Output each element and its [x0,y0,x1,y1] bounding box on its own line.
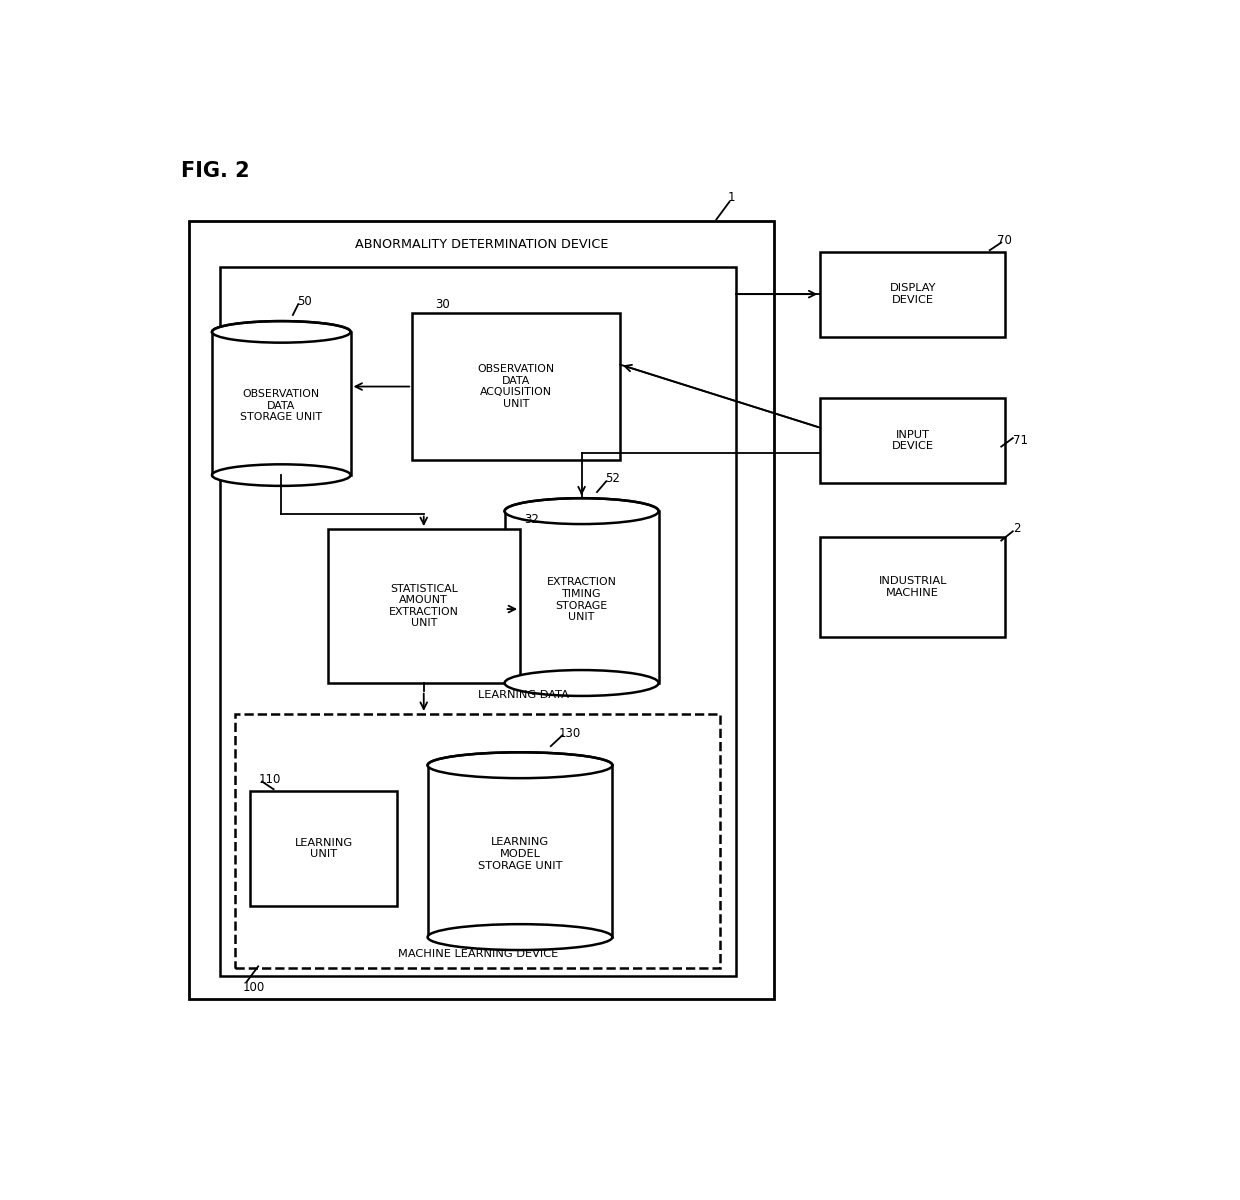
Bar [505,511,658,683]
Text: ABNORMALITY DETERMINATION DEVICE: ABNORMALITY DETERMINATION DEVICE [355,238,608,251]
Text: 30: 30 [435,298,450,311]
Bar [428,766,613,937]
Bar [236,714,720,968]
Text: DISPLAY
DEVICE: DISPLAY DEVICE [889,283,936,305]
Ellipse shape [212,464,351,486]
Bar [821,252,1006,336]
Bar [821,398,1006,482]
Text: OBSERVATION
DATA
STORAGE UNIT: OBSERVATION DATA STORAGE UNIT [241,389,322,422]
Text: INDUSTRIAL
MACHINE: INDUSTRIAL MACHINE [878,576,947,598]
Text: LEARNING
UNIT: LEARNING UNIT [295,838,352,859]
Ellipse shape [428,924,613,950]
Text: 100: 100 [243,980,265,994]
Ellipse shape [428,752,613,778]
Text: MACHINE LEARNING DEVICE: MACHINE LEARNING DEVICE [398,949,558,959]
Text: EXTRACTION
TIMING
STORAGE
UNIT: EXTRACTION TIMING STORAGE UNIT [547,577,616,623]
Text: INPUT
DEVICE: INPUT DEVICE [892,430,934,451]
Bar [327,529,520,683]
Bar [219,268,735,976]
Text: FIG. 2: FIG. 2 [181,161,249,181]
Bar [188,221,774,998]
Text: LEARNING DATA: LEARNING DATA [477,690,568,700]
Ellipse shape [505,498,658,524]
Text: 32: 32 [523,514,538,527]
Ellipse shape [505,670,658,696]
Bar [250,791,397,906]
Text: 1: 1 [728,191,735,204]
Text: 71: 71 [1013,434,1028,446]
Bar [412,313,620,460]
Text: STATISTICAL
AMOUNT
EXTRACTION
UNIT: STATISTICAL AMOUNT EXTRACTION UNIT [389,583,459,629]
Text: 52: 52 [605,473,620,486]
Text: 110: 110 [258,773,280,786]
Ellipse shape [212,322,351,343]
Text: 50: 50 [296,295,311,308]
Bar [821,536,1006,637]
Bar [212,332,351,475]
Text: LEARNING
MODEL
STORAGE UNIT: LEARNING MODEL STORAGE UNIT [477,838,562,870]
Text: OBSERVATION
DATA
ACQUISITION
UNIT: OBSERVATION DATA ACQUISITION UNIT [477,364,554,409]
Text: 130: 130 [558,726,580,739]
Text: 70: 70 [997,234,1012,247]
Text: 2: 2 [1013,522,1021,535]
